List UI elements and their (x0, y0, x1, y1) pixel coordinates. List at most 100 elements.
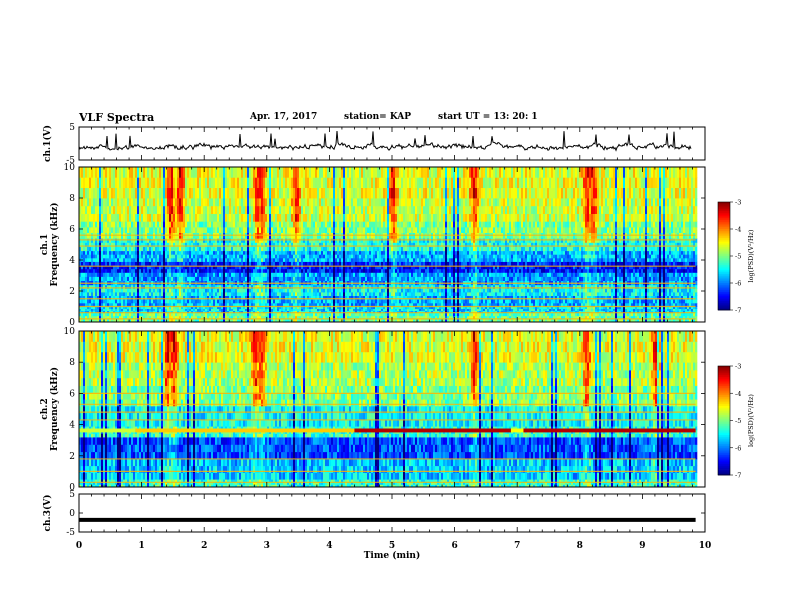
ch1-spectrogram-cell (333, 292, 336, 296)
ch1-spectrogram-cell (91, 246, 94, 252)
ch1-spectrogram-cell (111, 242, 114, 247)
ch1-spectrogram-cell (119, 308, 122, 312)
ch1-spectrogram-cell (147, 242, 150, 247)
ch1-spectrogram-cell (231, 292, 234, 296)
ch1-spectrogram-cell (251, 284, 254, 289)
ch1-spectrogram-cell (191, 242, 194, 247)
ch1-spectrogram-cell (213, 272, 216, 277)
ch1-spectrogram-cell (319, 177, 322, 188)
ch1-spectrogram-cell (301, 276, 304, 281)
ch1-spectrogram-cell (371, 284, 374, 289)
ch1-spectrogram-cell (129, 198, 132, 207)
ch1-spectrogram-cell (159, 312, 162, 317)
ch1-spectrogram-cell (79, 310, 82, 314)
ch1-spectrogram-cell (211, 167, 214, 178)
ch1-spectrogram-cell (165, 226, 168, 233)
ch1-spectrogram-cell (113, 272, 116, 277)
ch1-spectrogram-cell (255, 284, 258, 289)
ch1-spectrogram-cell (261, 261, 264, 266)
ch1-spectrogram-cell (369, 295, 372, 300)
ch1-spectrogram-cell (157, 246, 160, 252)
ch1-spectrogram-cell (345, 254, 348, 259)
ch1-spectrogram-cell (337, 250, 340, 255)
ch1-spectrogram-cell (165, 268, 168, 273)
ch1-spectrogram-cell (187, 306, 190, 309)
ch1-spectrogram-cell (359, 261, 362, 266)
ch1-spectrogram-cell (81, 187, 84, 199)
ch1-spectrogram-cell (297, 310, 300, 314)
ch1-spectrogram-cell (95, 242, 98, 247)
ch1-spectrogram-cell (195, 268, 198, 273)
ch1-spectrogram-cell (103, 242, 106, 247)
ch1-spectrogram-cell (327, 198, 330, 207)
ch1-spectrogram-cell (295, 265, 298, 270)
ch1-spectrogram-cell (319, 310, 322, 314)
ch1-spectrogram-cell (201, 177, 204, 188)
ch1-spectrogram-cell (137, 265, 140, 270)
ch1-spectrogram-cell (157, 306, 160, 309)
ch1-spectrogram-cell (295, 308, 298, 312)
ch1-spectrogram-cell (239, 187, 242, 199)
ch1-spectrogram-cell (373, 268, 376, 273)
ch1-spectrogram-cell (99, 315, 102, 320)
ch1-spectrogram-cell (327, 312, 330, 317)
ch1-spectrogram-cell (271, 246, 274, 252)
ch1-spectrogram-cell (229, 276, 232, 281)
ch1-spectrogram-cell (221, 308, 224, 312)
ch1-spectrogram-cell (329, 299, 332, 304)
ch1-spectrogram-cell (255, 315, 258, 320)
ch1-spectrogram-cell (263, 177, 266, 188)
ch1-spectrogram-cell (305, 250, 308, 255)
ch1-spectrogram-cell (253, 308, 256, 312)
ch1-spectrogram-cell (259, 221, 262, 228)
ch1-spectrogram-cell (335, 177, 338, 188)
ch1-spectrogram-cell (153, 250, 156, 255)
ch1-spectrogram-cell (371, 315, 374, 320)
ch1-spectrogram-cell (283, 242, 286, 247)
ch1-spectrogram-cell (107, 272, 110, 277)
ch1-spectrogram-cell (181, 284, 184, 289)
ch1-spectrogram-cell (231, 310, 234, 314)
ch1-spectrogram-cell (153, 315, 156, 320)
ch1-spectrogram-cell (245, 308, 248, 312)
ch1-spectrogram-cell (283, 306, 286, 309)
ch1-spectrogram-cell (125, 312, 128, 317)
ch1-spectrogram-cell (251, 221, 254, 228)
ch1-spectrogram-cell (283, 246, 286, 252)
ch1-spectrogram-cell (357, 299, 360, 304)
ch1-spectrogram-cell (119, 167, 122, 178)
ch1-spectrogram-cell (257, 276, 260, 281)
ch1-spectrogram-cell (251, 312, 254, 317)
ch1-spectrogram-cell (281, 257, 284, 262)
ch1-spectrogram-cell (209, 308, 212, 312)
ch1-spectrogram-cell (223, 295, 226, 300)
ch1-spectrogram-cell (255, 308, 258, 312)
ch1-spectrogram-cell (235, 213, 238, 222)
ch1-spectrogram-cell (339, 308, 342, 312)
ch1-spectrogram-cell (125, 221, 128, 228)
ch1-spectrogram-cell (249, 246, 252, 252)
ch1-spectrogram-cell (253, 288, 256, 293)
ch1-spectrogram-cell (207, 288, 210, 293)
ch1-spectrogram-cell (181, 306, 184, 309)
ch1-spectrogram-cell (159, 250, 162, 255)
ch1-spectrogram-cell (295, 177, 298, 188)
ch1-spectrogram-cell (137, 302, 140, 307)
ch1-spectrogram-cell (265, 242, 268, 247)
ch1-spectrogram-cell (235, 284, 238, 289)
ch1-spectrogram-cell (87, 265, 90, 270)
ch1-spectrogram-cell (95, 221, 98, 228)
ch1-spectrogram-cell (355, 261, 358, 266)
ch1-spectrogram-cell (229, 292, 232, 296)
ch1-spectrogram-cell (321, 302, 324, 307)
ch1-spectrogram-cell (239, 276, 242, 281)
ch1-spectrogram-cell (361, 268, 364, 273)
ch1-spectrogram-cell (227, 299, 230, 304)
ch1-spectrogram-cell (275, 292, 278, 296)
ch1-spectrogram-cell (257, 246, 260, 252)
ch1-spectrogram-cell (129, 246, 132, 252)
ch1-spectrogram-cell (329, 238, 332, 243)
ch1-spectrogram-cell (157, 226, 160, 233)
ch1-spectrogram-cell (97, 213, 100, 222)
ch1-spectrogram-cell (123, 246, 126, 252)
